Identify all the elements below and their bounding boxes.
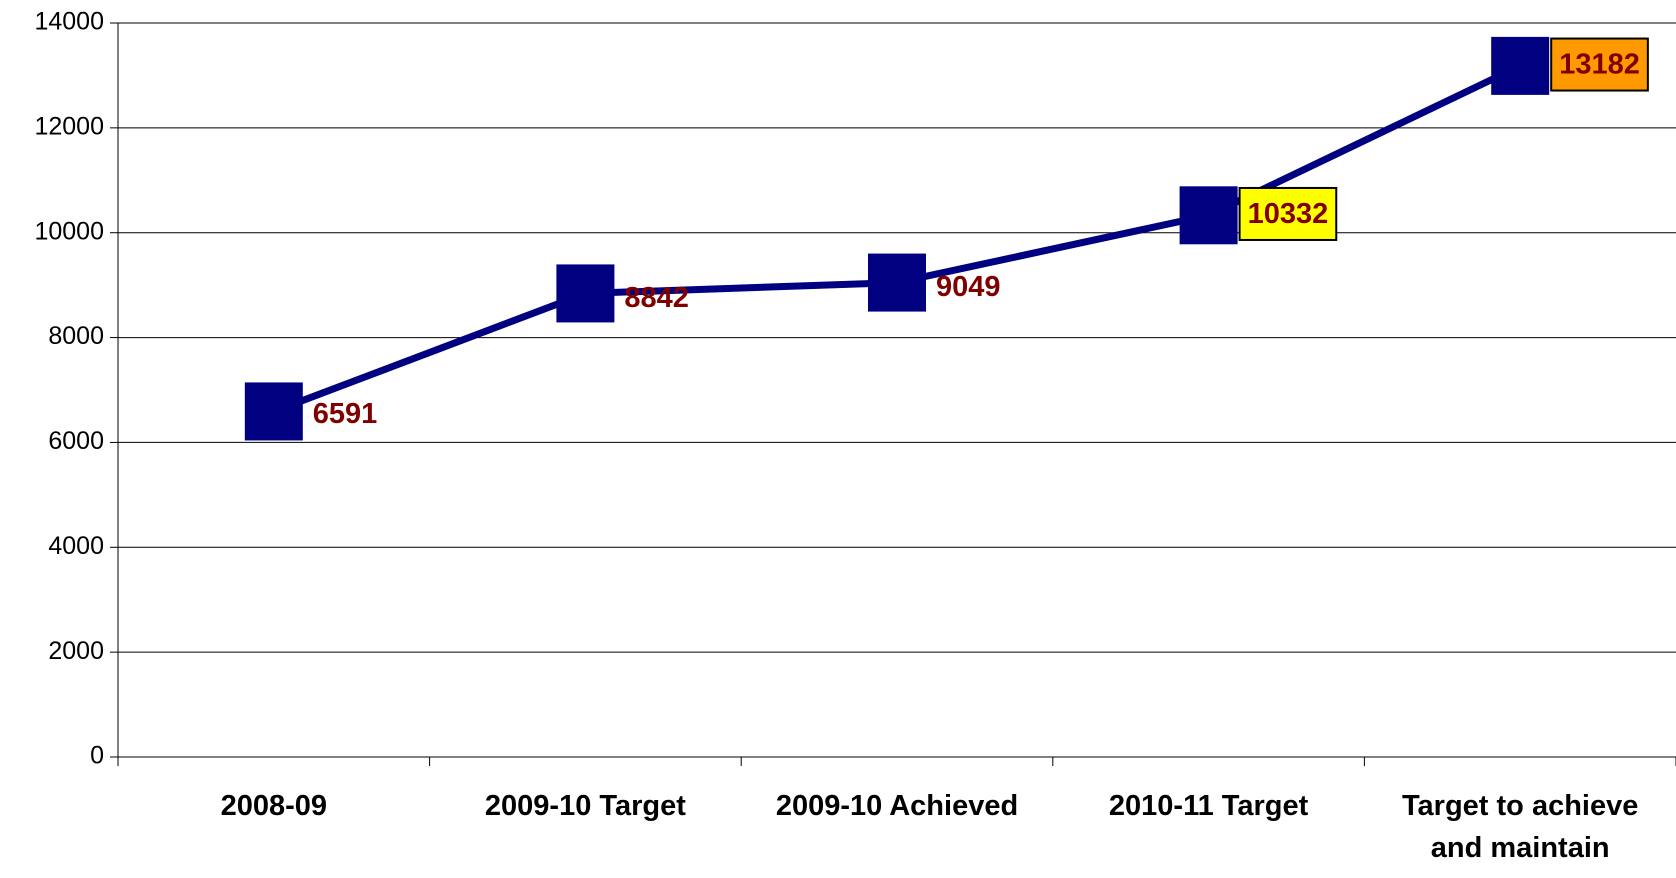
marker bbox=[1179, 186, 1238, 245]
x-tick-label: 2010-11 Target bbox=[1108, 790, 1309, 822]
data-label: 6591 bbox=[313, 398, 378, 430]
x-tick-label: 2009-10 Target bbox=[484, 790, 686, 822]
x-tick-label: 2008-09 bbox=[220, 790, 328, 822]
x-tick-label: 2009-10 Achieved bbox=[775, 790, 1019, 822]
y-tick-label: 2000 bbox=[48, 637, 104, 665]
marker bbox=[556, 264, 615, 323]
data-label: 8842 bbox=[624, 282, 689, 314]
data-label-box bbox=[1550, 37, 1649, 92]
y-tick-label: 10000 bbox=[34, 217, 104, 245]
y-tick-label: 8000 bbox=[48, 322, 104, 350]
marker bbox=[244, 382, 303, 441]
data-label: 13182 bbox=[1559, 49, 1640, 81]
x-tick-label: Target to achieve and maintain bbox=[1401, 790, 1639, 864]
data-label: 9049 bbox=[936, 271, 1001, 303]
marker bbox=[868, 253, 926, 312]
y-tick-label: 0 bbox=[90, 742, 104, 770]
marker bbox=[1491, 36, 1550, 95]
y-tick-label: 12000 bbox=[34, 112, 104, 140]
y-tick-label: 14000 bbox=[34, 8, 104, 36]
data-label-box bbox=[1238, 186, 1338, 241]
y-tick-label: 6000 bbox=[48, 427, 104, 455]
data-label: 10332 bbox=[1248, 198, 1329, 230]
y-tick-label: 4000 bbox=[48, 532, 104, 560]
